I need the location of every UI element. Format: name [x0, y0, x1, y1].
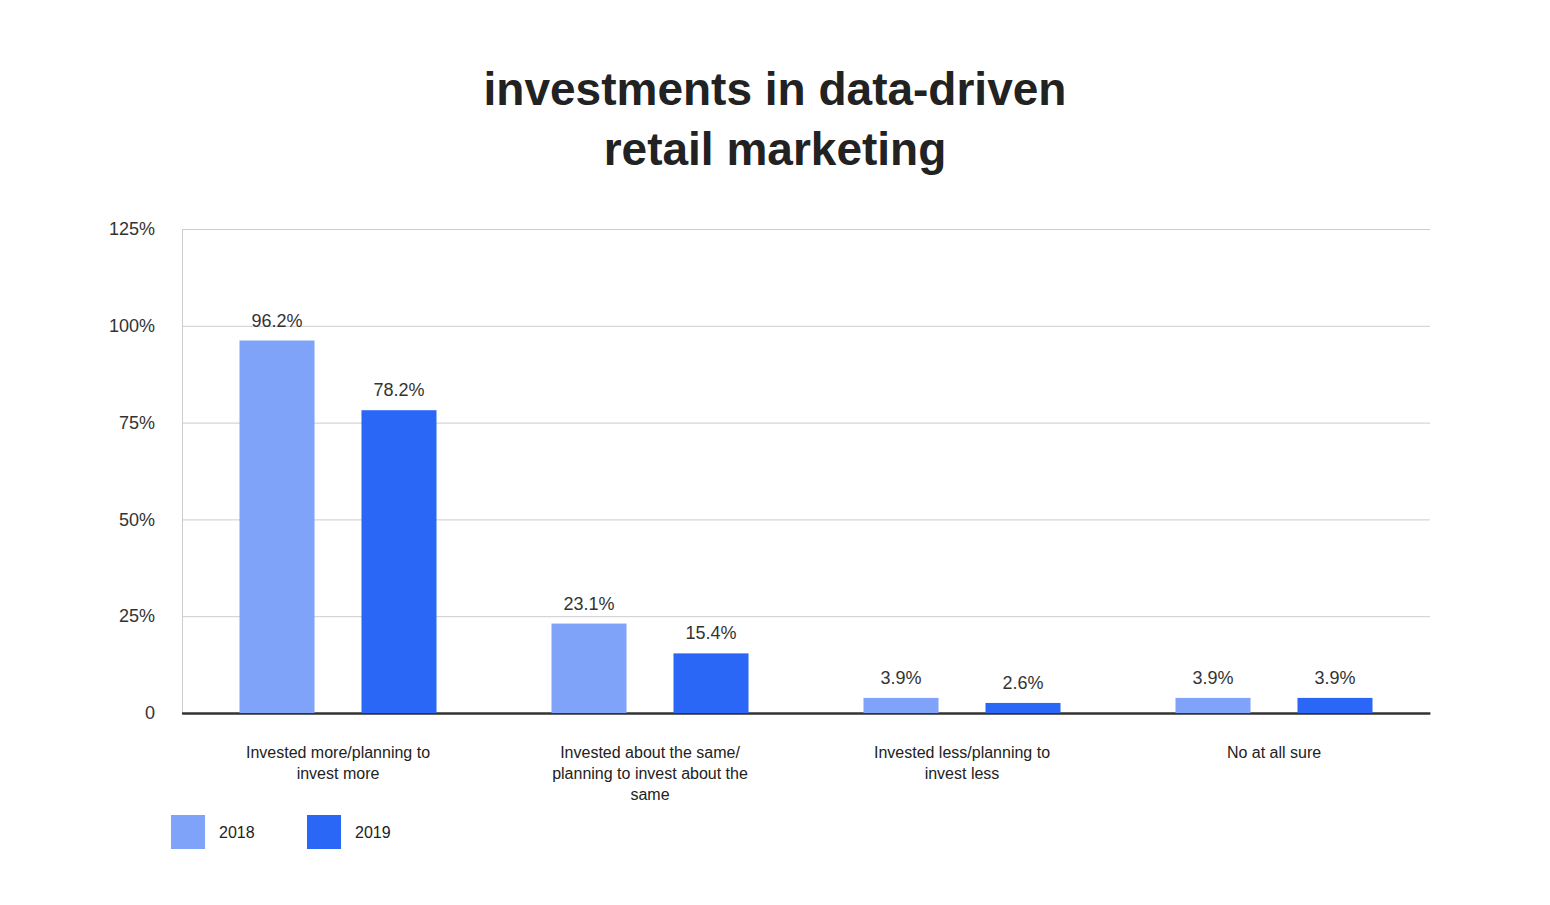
y-tick-label: 125% [109, 219, 155, 239]
y-tick: 75% [119, 413, 1430, 433]
x-axis: Invested more/planning toinvest moreInve… [183, 713, 1431, 803]
y-tick: 125% [109, 219, 1430, 239]
bar [985, 703, 1060, 713]
legend-swatch [171, 815, 205, 849]
legend-swatch [307, 815, 341, 849]
y-tick-label: 50% [119, 510, 155, 530]
text-line: invest less [925, 765, 1000, 782]
legend: 2018 2019 [171, 815, 391, 849]
text-line: investments in data-driven [484, 63, 1067, 115]
bar [240, 341, 315, 713]
y-tick-label: 0 [145, 703, 155, 723]
y-tick-label: 75% [119, 413, 155, 433]
bar [864, 698, 939, 713]
bar [361, 410, 436, 713]
chart: investments in data-driven retail marketi… [0, 0, 1550, 905]
x-tick: Invested about the same/planning to inve… [552, 713, 748, 803]
text-line: No at all sure [1227, 744, 1321, 761]
bar [552, 624, 627, 713]
text-line: same [630, 786, 669, 803]
legend-label: 2018 [219, 824, 255, 841]
x-tick-label: No at all sure [1227, 744, 1321, 761]
data-labels: 96.2% 23.1% 3.9% 3.9% 78.2% 15.4% 2.6% 3.9% [251, 311, 1355, 693]
x-tick-label: Invested more/planning to invest more [246, 744, 430, 782]
y-tick-label: 25% [119, 606, 155, 626]
title: investments in data-driven retail marketi… [484, 63, 1067, 175]
data-label: 23.1% [563, 594, 614, 614]
bar [673, 653, 748, 713]
text-line: planning to invest about the [552, 765, 748, 782]
bar [1176, 698, 1251, 713]
y-tick-label: 100% [109, 316, 155, 336]
y-axis-line [182, 230, 183, 714]
grid-line [182, 229, 1430, 230]
text-line: retail marketing [604, 123, 947, 175]
text-line: invest more [297, 765, 380, 782]
data-label: 2.6% [1002, 673, 1043, 693]
data-label: 3.9% [1314, 668, 1355, 688]
bar [1297, 698, 1372, 713]
x-tick: No at all sure [1227, 713, 1321, 761]
y-axis: 0 25% 50% 75% 100% 125% [109, 219, 1430, 723]
data-label: 3.9% [880, 668, 921, 688]
bars [240, 341, 1373, 713]
text-line: Invested less/planning to [874, 744, 1050, 761]
text-line: Invested about the same/ [560, 744, 740, 761]
grid-line [182, 326, 1430, 327]
data-label: 3.9% [1192, 668, 1233, 688]
x-tick-label: Invested less/planning to invest less [874, 744, 1050, 782]
text-line: Invested more/planning to [246, 744, 430, 761]
x-tick: Invested less/planning to invest less [874, 713, 1050, 782]
y-tick: 25% [119, 606, 1430, 626]
y-tick: 50% [119, 510, 1430, 530]
legend-label: 2019 [355, 824, 391, 841]
x-tick-label: Invested about the same/planning to inve… [552, 744, 748, 803]
data-label: 96.2% [251, 311, 302, 331]
data-label: 15.4% [685, 623, 736, 643]
data-label: 78.2% [373, 380, 424, 400]
x-tick: Invested more/planning to invest more [246, 713, 430, 782]
y-tick: 100% [109, 316, 1430, 336]
